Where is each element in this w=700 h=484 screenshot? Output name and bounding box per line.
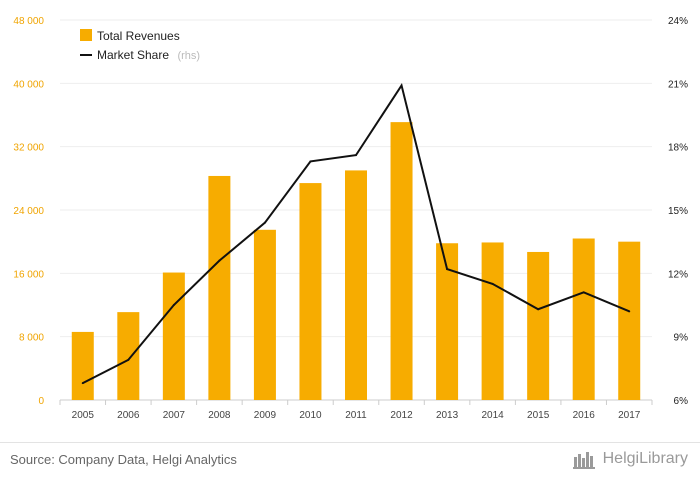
y-right-tick-label: 12% xyxy=(668,269,688,280)
market-share-point-2016 xyxy=(582,291,585,294)
market-share-point-2007 xyxy=(172,304,175,306)
x-tick-label: 2005 xyxy=(72,410,95,421)
y-right-tick-label: 6% xyxy=(674,396,689,407)
market-share-point-2009 xyxy=(263,221,266,224)
y-left-tick-label: 32 000 xyxy=(13,143,44,154)
x-tick-label: 2014 xyxy=(481,410,504,421)
legend-label-market-share-text: Market Share xyxy=(97,48,169,62)
legend-label-market-share: Market Share (rhs) xyxy=(97,46,200,63)
x-tick-label: 2007 xyxy=(163,410,186,421)
y-right-tick-label: 21% xyxy=(668,79,688,90)
revenue-bar-2008 xyxy=(208,175,231,400)
y-left-tick-label: 24 000 xyxy=(13,206,44,217)
x-tick-label: 2012 xyxy=(390,410,413,421)
revenue-bar-2009 xyxy=(253,229,276,400)
legend-label-revenues: Total Revenues xyxy=(97,29,180,43)
market-share-point-2008 xyxy=(218,259,221,262)
revenue-bar-2011 xyxy=(345,170,367,400)
brand-logo: HelgiLibrary xyxy=(572,449,688,469)
y-left-tick-label: 8 000 xyxy=(19,333,44,344)
revenue-bar-2017 xyxy=(618,241,641,400)
market-share-point-2006 xyxy=(127,358,130,361)
market-share-point-2013 xyxy=(446,268,449,271)
axes: 0 6% 8 000 9% 16 000 12% 24 000 15% 32 000 18% 40 … xyxy=(13,16,688,421)
x-tick-label: 2009 xyxy=(254,410,277,421)
revenue-bar-2012 xyxy=(390,122,413,400)
x-tick-label: 2011 xyxy=(345,410,367,421)
source-note: Source: Company Data, Helgi Analytics xyxy=(10,452,237,467)
market-share-point-2015 xyxy=(537,308,540,311)
revenue-bar-2016 xyxy=(572,238,595,400)
y-left-tick-label: 40 000 xyxy=(13,79,44,90)
market-share-point-2010 xyxy=(309,160,312,163)
market-share-point-2014 xyxy=(491,282,494,285)
revenue-bar-2013 xyxy=(436,243,459,400)
revenue-bar-2015 xyxy=(527,251,550,400)
market-share-line-group xyxy=(81,82,631,385)
revenue-bars xyxy=(71,122,641,400)
x-tick-label: 2017 xyxy=(618,410,641,421)
revenue-bar-2010 xyxy=(299,183,322,400)
y-left-tick-label: 0 xyxy=(38,396,44,407)
y-right-tick-label: 15% xyxy=(668,206,688,217)
library-logo-icon xyxy=(572,452,595,469)
legend-rhs-note: (rhs) xyxy=(177,50,200,62)
x-tick-label: 2008 xyxy=(208,410,231,421)
footer: Source: Company Data, Helgi Analytics He… xyxy=(0,442,700,484)
y-left-tick-label: 16 000 xyxy=(13,269,44,280)
x-tick-label: 2006 xyxy=(117,410,140,421)
x-tick-label: 2016 xyxy=(573,410,596,421)
revenue-bar-2005 xyxy=(71,331,94,400)
market-share-point-2012 xyxy=(400,84,403,87)
y-right-tick-label: 18% xyxy=(668,143,688,154)
revenue-bar-2014 xyxy=(481,242,504,400)
revenue-market-share-chart: 0 6% 8 000 9% 16 000 12% 24 000 15% 32 000 18% 40 … xyxy=(13,16,688,421)
x-tick-label: 2010 xyxy=(299,410,322,421)
market-share-point-2017 xyxy=(628,310,631,313)
y-left-tick-label: 48 000 xyxy=(13,16,44,27)
x-tick-label: 2015 xyxy=(527,410,550,421)
revenue-bar-2006 xyxy=(117,312,140,400)
legend: Total Revenues Market Share (rhs) xyxy=(80,29,200,63)
y-right-tick-label: 9% xyxy=(674,333,689,344)
x-tick-label: 2013 xyxy=(436,410,459,421)
market-share-point-2005 xyxy=(81,382,84,385)
brand-name: HelgiLibrary xyxy=(602,450,688,467)
legend-swatch-revenues xyxy=(80,29,92,41)
y-right-tick-label: 24% xyxy=(668,16,688,27)
market-share-point-2011 xyxy=(355,154,357,157)
revenue-bar-2007 xyxy=(162,272,185,400)
